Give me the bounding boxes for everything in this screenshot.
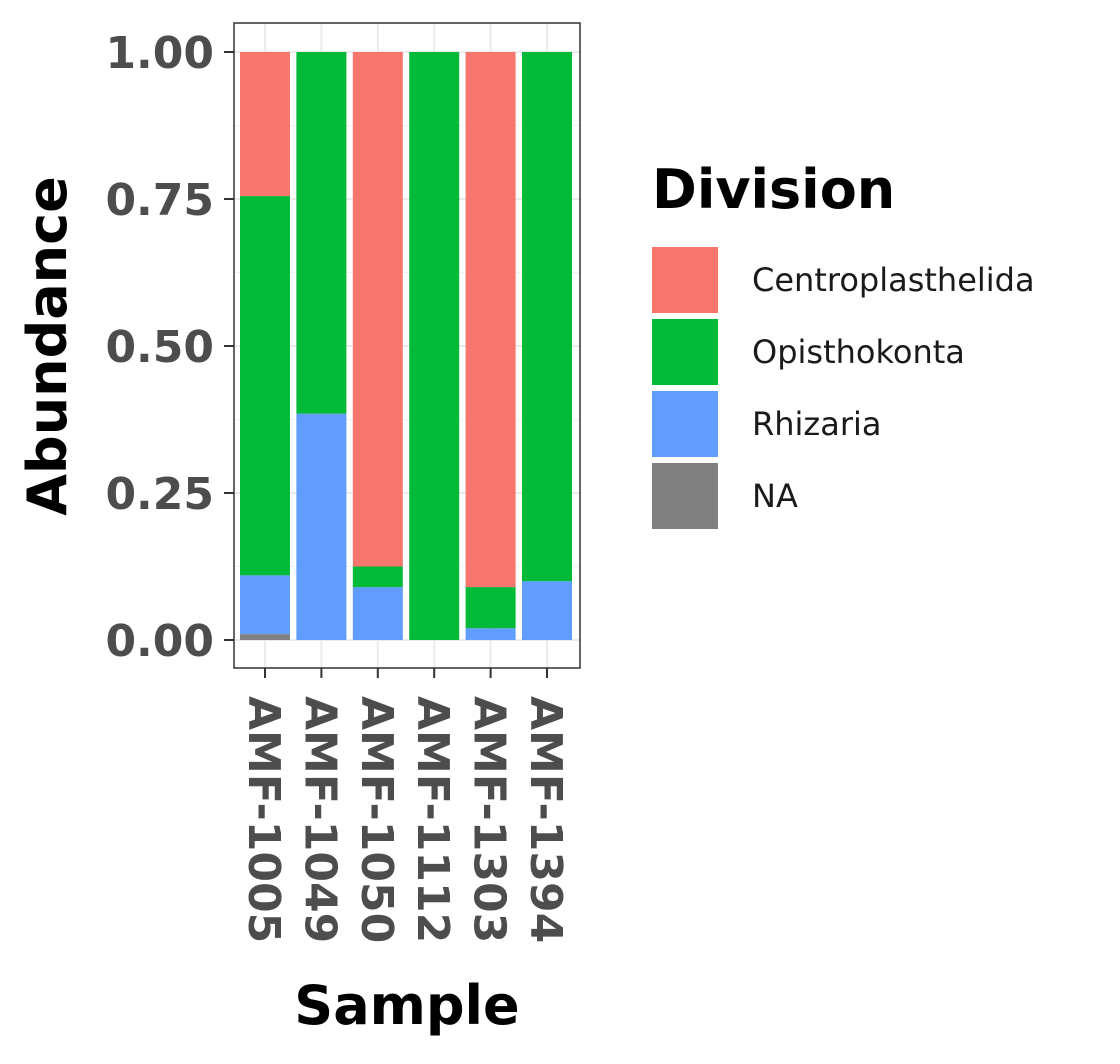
legend-key-na [652,463,718,529]
bar-segment-opisthokonta-amf-1050 [352,566,403,588]
bar-segment-centroplasthelida-amf-1005 [240,52,290,197]
bar-segment-centroplasthelida-amf-1050 [352,52,403,567]
legend-key-rhizaria [652,391,718,457]
legend-label: Rhizaria [752,405,881,443]
legend-label: NA [752,477,798,515]
legend-key-centroplasthelida [652,247,718,313]
bar-segment-opisthokonta-amf-1005 [240,196,290,576]
y-tick-label: 0.75 [105,175,214,226]
x-axis-title: Sample [294,974,519,1037]
bar-segment-opisthokonta-amf-1112 [409,52,460,640]
legend-key-opisthokonta [652,319,718,385]
x-axis: AMF-1005 AMF-1049 AMF-1050 AMF-1112 AMF-1303… [238,668,571,943]
bar-segment-rhizaria-amf-1005 [240,575,290,635]
legend-label: Opisthokonta [752,333,965,371]
bars [240,52,572,640]
legend: Division Centroplasthelida Opisthokonta Rh… [652,158,1035,529]
bar-segment-opisthokonta-amf-1303 [465,587,516,629]
bar-segment-centroplasthelida-amf-1303 [465,52,516,588]
y-axis: 0.00 0.25 0.50 0.75 1.00 [105,28,234,667]
y-axis-title: Abundance [16,176,79,516]
x-tick-label: AMF-1112 [407,696,458,943]
bar-segment-rhizaria-amf-1303 [465,628,516,640]
y-tick-label: 1.00 [105,28,214,79]
x-tick-label: AMF-1394 [520,696,571,943]
x-tick-label: AMF-1005 [238,696,289,943]
bar-segment-rhizaria-amf-1394 [522,581,572,640]
legend-title: Division [652,158,895,221]
bar-segment-opisthokonta-amf-1049 [296,52,347,414]
x-tick-label: AMF-1303 [464,696,515,943]
x-tick-label: AMF-1049 [294,696,345,943]
bar-segment-opisthokonta-amf-1394 [522,52,572,582]
x-tick-label: AMF-1050 [351,696,402,943]
bar-segment-rhizaria-amf-1050 [352,587,403,640]
y-tick-label: 0.00 [105,616,214,667]
y-tick-label: 0.25 [105,469,214,520]
bar-segment-na-amf-1005 [240,634,290,640]
y-tick-label: 0.50 [105,322,214,373]
legend-label: Centroplasthelida [752,261,1035,299]
bar-segment-rhizaria-amf-1049 [296,413,347,640]
